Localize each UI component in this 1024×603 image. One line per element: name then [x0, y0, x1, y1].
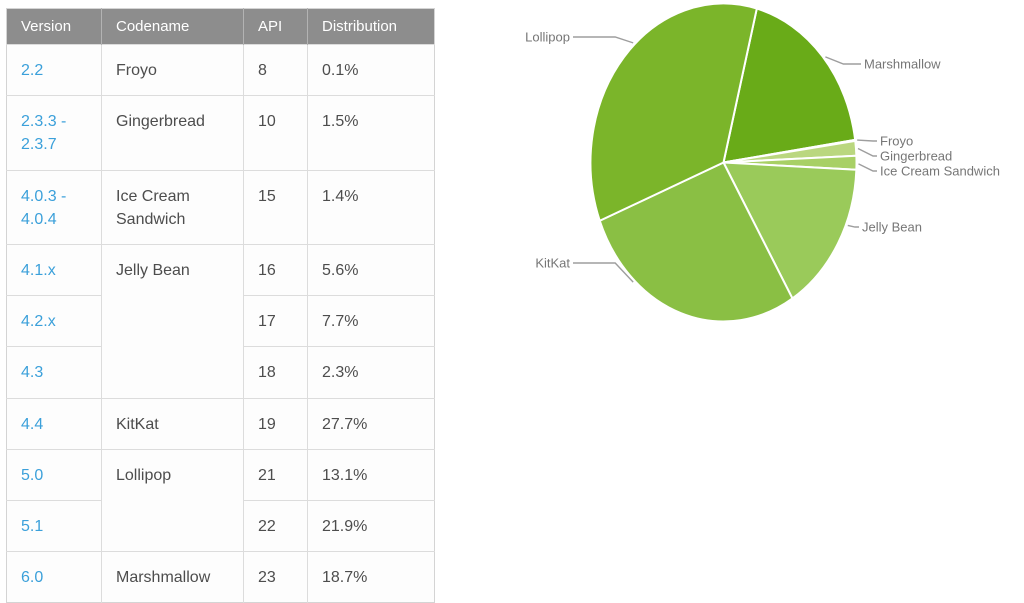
table-row: 4.1.x Jelly Bean 16 5.6%: [6, 243, 435, 398]
pie-label-jelly-bean: Jelly Bean: [862, 220, 922, 235]
pie-label-gingerbread: Gingerbread: [880, 149, 952, 164]
codename-cell: Lollipop: [101, 448, 244, 552]
version-cell: 2.3.3 - 2.3.7: [6, 95, 102, 171]
header-codename: Codename: [101, 8, 244, 45]
version-link[interactable]: 5.1: [21, 517, 44, 535]
distribution-cell: 2.3%: [307, 346, 435, 398]
distribution-pie-chart: Lollipop Marshmallow Froyo Gingerbread Ice C…: [480, 0, 1024, 344]
table-row: 6.0 Marshmallow 23 18.7%: [6, 551, 435, 603]
version-cell: 4.0.3 - 4.0.4: [6, 169, 102, 245]
table-row: 4.0.3 - 4.0.4 Ice Cream Sandwich 15 1.4%: [6, 169, 435, 245]
version-cell: 4.2.x: [6, 295, 102, 347]
api-cell: 10: [243, 95, 308, 171]
table-row: 2.3.3 - 2.3.7 Gingerbread 10 1.5%: [6, 95, 435, 171]
distribution-cell: 5.6%: [307, 243, 435, 296]
header-version: Version: [6, 8, 102, 45]
codename-cell: Jelly Bean: [101, 243, 244, 398]
api-cell: 22: [243, 499, 308, 552]
pie-label-marshmallow: Marshmallow: [864, 57, 941, 72]
pie-leader-ice-cream-sandwich: [858, 163, 877, 172]
codename-cell: Gingerbread: [101, 95, 244, 171]
pie-slice-kitkat: [598, 161, 794, 323]
table-row: 4.3 18 2.3%: [6, 346, 435, 398]
table-row: 2.2 Froyo 8 0.1%: [6, 43, 435, 96]
pie-leader-gingerbread: [857, 147, 877, 157]
codename-cell: Froyo: [101, 43, 244, 96]
distribution-cell: 1.5%: [307, 95, 435, 171]
api-cell: 23: [243, 551, 308, 603]
version-cell: 5.0: [6, 448, 102, 501]
table-row: 5.1 22 21.9%: [6, 499, 435, 552]
version-link[interactable]: 5.0: [21, 466, 44, 484]
api-cell: 19: [243, 397, 308, 450]
version-link[interactable]: 4.3: [21, 364, 44, 382]
version-link[interactable]: 4.1.x: [21, 261, 56, 279]
api-cell: 16: [243, 243, 308, 296]
version-link[interactable]: 4.0.3 - 4.0.4: [21, 187, 67, 228]
api-cell: 8: [243, 43, 308, 96]
pie-label-lollipop: Lollipop: [525, 30, 570, 45]
codename-cell: Ice Cream Sandwich: [101, 169, 244, 245]
distribution-cell: 0.1%: [307, 43, 435, 96]
pie-leader-kitkat: [573, 262, 634, 283]
table-row: 4.2.x 17 7.7%: [6, 295, 435, 347]
version-cell: 4.3: [6, 346, 102, 398]
table-header-row: Version Codename API Distribution: [6, 8, 435, 45]
pie-leader-jelly-bean: [847, 224, 859, 228]
version-cell: 4.1.x: [6, 243, 102, 296]
api-cell: 17: [243, 295, 308, 347]
pie-slice-jelly-bean: [722, 161, 858, 300]
api-cell: 18: [243, 346, 308, 398]
pie-leader-froyo: [857, 139, 877, 142]
pie-label-kitkat: KitKat: [535, 256, 570, 271]
api-cell: 21: [243, 448, 308, 501]
version-link[interactable]: 6.0: [21, 569, 44, 587]
version-cell: 6.0: [6, 551, 102, 603]
distribution-cell: 27.7%: [307, 397, 435, 450]
version-cell: 2.2: [6, 43, 102, 96]
version-link[interactable]: 4.4: [21, 415, 44, 433]
android-distribution-table: Version Codename API Distribution 2.2 Fr…: [6, 8, 435, 603]
pie-label-ice-cream-sandwich: Ice Cream Sandwich: [880, 164, 1000, 179]
table-row: 5.0 Lollipop 21 13.1%: [6, 448, 435, 552]
header-distribution: Distribution: [307, 8, 435, 45]
pie-slice-lollipop: [589, 2, 758, 222]
distribution-cell: 13.1%: [307, 448, 435, 501]
distribution-cell: 7.7%: [307, 295, 435, 347]
table-row: 4.4 KitKat 19 27.7%: [6, 397, 435, 450]
distribution-cell: 1.4%: [307, 169, 435, 245]
codename-cell: Marshmallow: [101, 551, 244, 603]
pie-label-froyo: Froyo: [880, 134, 913, 149]
pie-leader-marshmallow: [825, 56, 861, 65]
codename-cell: KitKat: [101, 397, 244, 450]
pie-slice-marshmallow: [722, 7, 857, 164]
version-link[interactable]: 4.2.x: [21, 313, 56, 331]
version-cell: 5.1: [6, 499, 102, 552]
version-cell: 4.4: [6, 397, 102, 450]
header-api: API: [243, 8, 308, 45]
version-link[interactable]: 2.3.3 - 2.3.7: [21, 113, 67, 154]
distribution-cell: 18.7%: [307, 551, 435, 603]
distribution-cell: 21.9%: [307, 499, 435, 552]
pie-leader-lollipop: [573, 36, 634, 44]
version-link[interactable]: 2.2: [21, 62, 44, 79]
api-cell: 15: [243, 169, 308, 245]
